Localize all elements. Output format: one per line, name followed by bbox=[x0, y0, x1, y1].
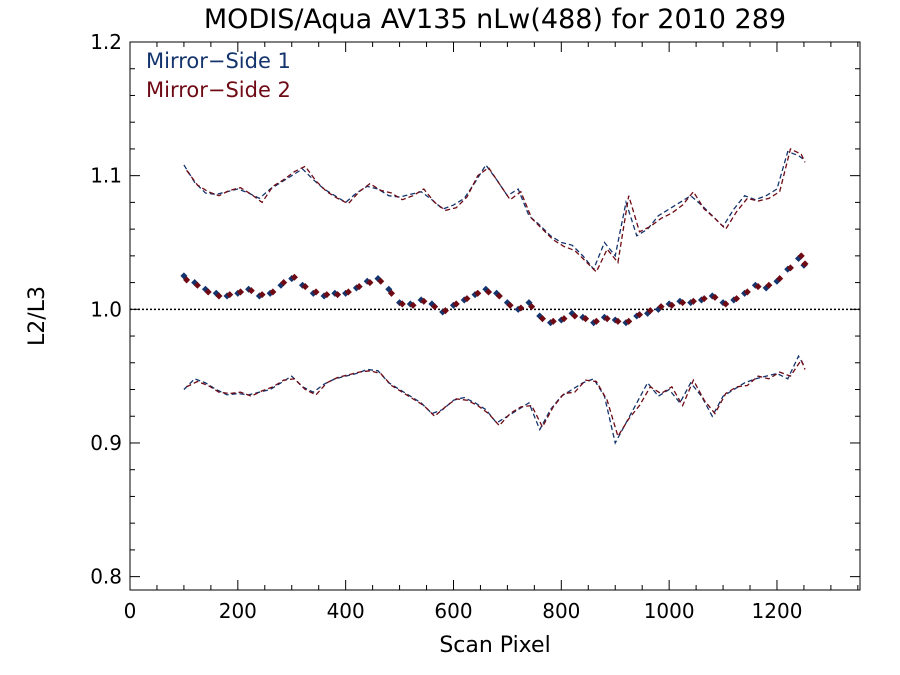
data-point bbox=[236, 288, 245, 296]
data-point bbox=[743, 288, 751, 296]
data-point bbox=[506, 301, 514, 309]
data-point bbox=[538, 315, 546, 323]
data-point bbox=[528, 303, 536, 311]
data-point bbox=[269, 288, 277, 296]
data-point bbox=[592, 317, 600, 325]
data-point bbox=[355, 283, 363, 291]
x-tick-label: 600 bbox=[434, 599, 472, 623]
data-point bbox=[290, 273, 298, 281]
x-tick-label: 1000 bbox=[644, 599, 695, 623]
x-tick-label: 1200 bbox=[752, 599, 803, 623]
data-point bbox=[635, 311, 644, 319]
plot-area bbox=[130, 147, 860, 445]
data-point bbox=[700, 295, 708, 303]
data-point bbox=[183, 276, 191, 284]
envelope-line-mirror-side-1-4 bbox=[183, 354, 805, 445]
data-point bbox=[625, 317, 633, 325]
data-point bbox=[754, 283, 762, 291]
series-mirror-side-2 bbox=[183, 252, 809, 325]
data-point bbox=[387, 289, 396, 297]
data-point bbox=[689, 297, 697, 305]
data-point bbox=[614, 317, 622, 325]
data-point bbox=[377, 277, 385, 285]
legend-label-mirror-side-1: Mirror−Side 1 bbox=[146, 49, 291, 73]
data-point bbox=[366, 279, 374, 287]
data-point bbox=[733, 295, 741, 303]
data-point bbox=[582, 315, 590, 323]
data-point bbox=[722, 300, 730, 308]
envelope-line-mirror-side-2-3 bbox=[186, 147, 806, 274]
y-tick-label: 0.8 bbox=[90, 565, 122, 589]
data-point bbox=[312, 288, 320, 296]
data-point bbox=[301, 283, 309, 291]
legend: Mirror−Side 1 Mirror−Side 2 bbox=[146, 49, 291, 102]
data-point bbox=[801, 260, 809, 268]
y-tick-label: 0.9 bbox=[90, 431, 122, 455]
data-point bbox=[571, 312, 579, 320]
data-point bbox=[280, 279, 288, 287]
data-point bbox=[560, 315, 568, 323]
data-point bbox=[323, 291, 331, 299]
y-tick-label: 1.1 bbox=[90, 164, 122, 188]
data-point bbox=[258, 291, 266, 299]
data-point bbox=[668, 301, 676, 309]
data-point bbox=[398, 300, 406, 308]
data-point bbox=[334, 291, 342, 299]
x-tick-label: 400 bbox=[327, 599, 365, 623]
data-point bbox=[657, 303, 665, 311]
data-point bbox=[452, 300, 460, 308]
data-point bbox=[474, 289, 482, 297]
x-tick-label: 200 bbox=[219, 599, 257, 623]
y-tick-label: 1.2 bbox=[90, 30, 122, 54]
envelope-line-mirror-side-2-5 bbox=[186, 358, 806, 438]
data-point bbox=[193, 281, 201, 289]
plot-frame bbox=[129, 41, 861, 591]
legend-label-mirror-side-2: Mirror−Side 2 bbox=[146, 78, 291, 102]
data-point bbox=[495, 292, 503, 300]
data-point bbox=[409, 301, 417, 309]
data-point bbox=[484, 288, 493, 296]
data-point bbox=[247, 287, 255, 295]
data-point bbox=[226, 291, 234, 299]
data-point bbox=[797, 252, 805, 260]
x-tick-label: 0 bbox=[124, 599, 137, 623]
data-point bbox=[711, 293, 719, 301]
data-point bbox=[679, 299, 687, 307]
data-point bbox=[441, 307, 449, 315]
data-point bbox=[765, 281, 773, 289]
data-point bbox=[204, 288, 212, 296]
chart-title: MODIS/Aqua AV135 nLw(488) for 2010 289 bbox=[204, 4, 786, 35]
data-point bbox=[463, 295, 471, 303]
data-point bbox=[786, 264, 794, 272]
axes: 0 200 400 600 800 1000 1200 0.8 0.9 1.0 1.1 1.2 bbox=[90, 30, 860, 623]
y-axis-label: L2/L3 bbox=[25, 286, 50, 346]
data-point bbox=[431, 303, 439, 311]
envelope-line-mirror-side-1-2 bbox=[183, 150, 805, 271]
y-tick-label: 1.0 bbox=[90, 297, 122, 321]
data-point bbox=[646, 307, 654, 315]
data-point bbox=[549, 317, 557, 325]
data-point bbox=[776, 275, 784, 283]
data-point bbox=[344, 288, 352, 296]
x-axis-label: Scan Pixel bbox=[439, 633, 550, 658]
data-point bbox=[420, 297, 428, 305]
x-tick-label: 800 bbox=[542, 599, 580, 623]
data-point bbox=[517, 304, 525, 312]
data-point bbox=[603, 315, 611, 323]
